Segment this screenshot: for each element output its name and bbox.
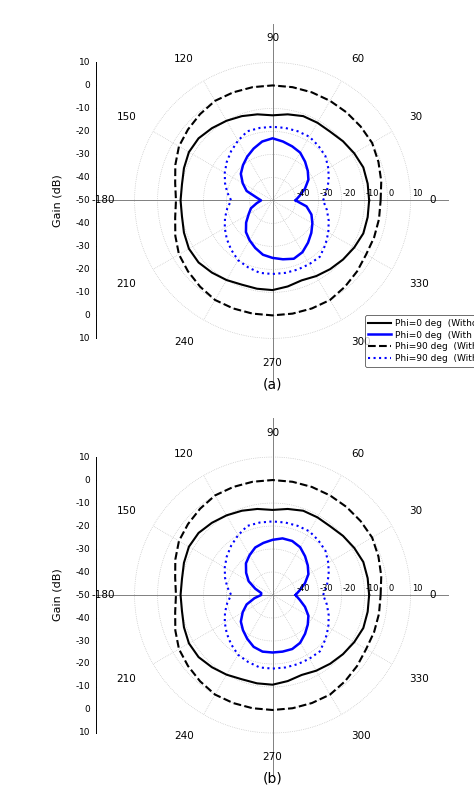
Text: -10: -10: [366, 584, 379, 593]
Text: 0: 0: [430, 590, 437, 600]
Text: 0: 0: [430, 195, 437, 205]
Text: -20: -20: [76, 522, 91, 531]
Text: 0: 0: [85, 81, 91, 90]
Text: -30: -30: [76, 242, 91, 251]
Text: -20: -20: [76, 265, 91, 274]
Text: 270: 270: [263, 358, 283, 368]
Text: -20: -20: [343, 584, 356, 593]
Text: -40: -40: [76, 568, 91, 577]
Text: 330: 330: [409, 674, 428, 684]
Text: -30: -30: [76, 637, 91, 646]
Text: 90: 90: [266, 427, 279, 438]
Text: -10: -10: [366, 190, 379, 198]
Text: -40: -40: [76, 614, 91, 623]
Text: 10: 10: [79, 453, 91, 462]
Text: -30: -30: [76, 545, 91, 554]
Text: 300: 300: [351, 731, 371, 741]
Text: -30: -30: [320, 584, 334, 593]
Text: Gain (dB): Gain (dB): [52, 569, 62, 622]
Text: 60: 60: [351, 54, 365, 64]
Text: -40: -40: [76, 173, 91, 182]
Text: -30: -30: [320, 190, 334, 198]
Text: 240: 240: [174, 731, 194, 741]
Text: 120: 120: [174, 449, 194, 459]
Text: (a): (a): [263, 377, 283, 391]
Text: 10: 10: [79, 58, 91, 67]
Text: 60: 60: [351, 449, 365, 459]
Text: 30: 30: [409, 112, 422, 122]
Text: -50: -50: [76, 591, 91, 600]
Text: 330: 330: [409, 279, 428, 289]
Text: 210: 210: [117, 674, 137, 684]
Text: 240: 240: [174, 336, 194, 347]
Text: -20: -20: [76, 127, 91, 136]
Text: 10: 10: [412, 584, 422, 593]
Text: 10: 10: [79, 729, 91, 737]
Text: 0: 0: [85, 476, 91, 485]
Text: -40: -40: [297, 584, 310, 593]
Text: -10: -10: [76, 104, 91, 113]
Text: (b): (b): [263, 772, 283, 786]
Text: 10: 10: [412, 190, 422, 198]
Legend: Phi=0 deg  (Without phantom), Phi=0 deg  (With phantom), Phi=90 deg  (Without ph: Phi=0 deg (Without phantom), Phi=0 deg (…: [365, 316, 474, 366]
Text: 300: 300: [351, 336, 371, 347]
Text: Gain (dB): Gain (dB): [52, 174, 62, 227]
Text: 0: 0: [85, 706, 91, 714]
Text: -180: -180: [92, 590, 115, 600]
Text: 0: 0: [389, 584, 394, 593]
Text: -180: -180: [92, 195, 115, 205]
Text: -10: -10: [76, 288, 91, 297]
Text: -20: -20: [343, 190, 356, 198]
Text: -20: -20: [76, 660, 91, 668]
Text: 90: 90: [266, 33, 279, 43]
Text: -50: -50: [76, 196, 91, 205]
Text: -40: -40: [297, 190, 310, 198]
Text: -40: -40: [76, 219, 91, 228]
Text: -10: -10: [76, 683, 91, 691]
Text: 10: 10: [79, 334, 91, 343]
Text: 0: 0: [389, 190, 394, 198]
Text: 270: 270: [263, 753, 283, 762]
Text: 0: 0: [85, 311, 91, 320]
Text: 150: 150: [117, 507, 137, 516]
Text: 30: 30: [409, 507, 422, 516]
Text: -10: -10: [76, 499, 91, 508]
Text: 210: 210: [117, 279, 137, 289]
Text: -30: -30: [76, 150, 91, 159]
Text: 150: 150: [117, 112, 137, 122]
Text: 120: 120: [174, 54, 194, 64]
